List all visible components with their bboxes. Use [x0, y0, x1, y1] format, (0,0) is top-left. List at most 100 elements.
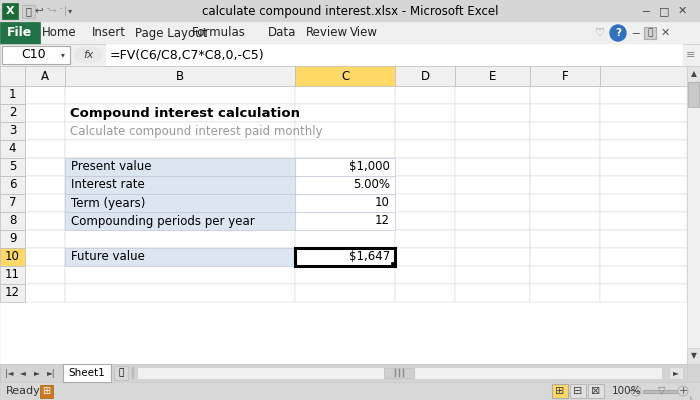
Text: File: File — [8, 26, 33, 40]
Text: ─: ─ — [643, 6, 650, 16]
Bar — [398, 369, 400, 377]
Bar — [530, 66, 600, 86]
Bar — [644, 27, 656, 39]
Bar — [0, 364, 700, 382]
Bar — [530, 194, 600, 212]
Text: |: | — [64, 6, 66, 16]
Text: ?: ? — [615, 28, 621, 38]
Bar — [25, 212, 65, 230]
Bar — [0, 158, 25, 176]
Text: ⧉: ⧉ — [648, 28, 652, 38]
Bar — [0, 194, 25, 212]
Text: 8: 8 — [9, 214, 16, 228]
Bar — [295, 140, 395, 158]
Bar — [295, 176, 395, 194]
Circle shape — [610, 25, 626, 41]
Text: ▽: ▽ — [658, 386, 666, 396]
Bar — [384, 368, 414, 378]
Text: ⊠: ⊠ — [592, 386, 601, 396]
Bar — [530, 212, 600, 230]
Text: 📊: 📊 — [118, 368, 124, 378]
Text: ◺: ◺ — [690, 395, 697, 400]
Bar — [25, 86, 65, 104]
Text: ▾: ▾ — [68, 6, 72, 16]
Bar — [687, 66, 700, 82]
Bar — [600, 158, 687, 176]
Bar — [65, 266, 295, 284]
Text: ✕: ✕ — [660, 28, 670, 38]
Bar — [688, 82, 699, 107]
Bar — [295, 248, 395, 266]
Text: Compounding periods per year: Compounding periods per year — [71, 214, 255, 228]
Bar — [295, 86, 395, 104]
Text: ▲: ▲ — [691, 70, 696, 78]
Bar — [600, 122, 687, 140]
Bar — [295, 194, 395, 212]
Bar — [600, 176, 687, 194]
Text: Formulas: Formulas — [192, 26, 246, 40]
Text: 6: 6 — [8, 178, 16, 192]
Bar — [530, 86, 600, 104]
Bar — [530, 248, 600, 266]
Bar — [395, 212, 455, 230]
Text: ↪: ↪ — [48, 6, 57, 16]
Text: F: F — [561, 70, 568, 82]
Circle shape — [631, 386, 641, 396]
Text: 2: 2 — [8, 106, 16, 120]
Bar — [0, 230, 25, 248]
Text: 5.00%: 5.00% — [353, 178, 390, 192]
Bar — [455, 284, 530, 302]
Bar — [65, 230, 295, 248]
Ellipse shape — [74, 47, 102, 63]
Text: ◄: ◄ — [20, 368, 26, 378]
Text: X: X — [6, 6, 14, 16]
Text: C: C — [341, 70, 349, 82]
Text: ⊞: ⊞ — [555, 386, 565, 396]
Text: ►|: ►| — [47, 368, 55, 378]
Bar — [25, 158, 65, 176]
Bar — [600, 140, 687, 158]
Bar — [600, 230, 687, 248]
Text: 3: 3 — [9, 124, 16, 138]
Bar — [25, 284, 65, 302]
Text: 100%: 100% — [612, 386, 641, 396]
Text: ⊟: ⊟ — [573, 386, 582, 396]
Text: Review: Review — [306, 26, 348, 40]
Bar — [295, 230, 395, 248]
Bar — [687, 364, 700, 382]
Bar — [0, 44, 700, 66]
Bar — [40, 385, 53, 398]
Bar — [395, 122, 455, 140]
Bar — [65, 248, 295, 266]
Bar — [0, 266, 25, 284]
Text: 10: 10 — [5, 250, 20, 264]
Bar — [25, 194, 65, 212]
Bar — [395, 140, 455, 158]
Bar — [65, 284, 295, 302]
Bar — [295, 176, 395, 194]
Bar — [65, 212, 295, 230]
Bar — [65, 158, 295, 176]
Text: A: A — [41, 70, 49, 82]
Bar — [0, 22, 40, 44]
Text: 💾: 💾 — [25, 6, 31, 16]
Bar — [455, 266, 530, 284]
Text: Term (years): Term (years) — [71, 196, 146, 210]
Bar — [552, 384, 568, 398]
Bar — [600, 266, 687, 284]
Bar — [132, 367, 134, 379]
Bar — [0, 212, 25, 230]
Text: Ready: Ready — [6, 386, 41, 396]
Bar — [570, 384, 586, 398]
Text: ►: ► — [34, 368, 40, 378]
Bar — [295, 104, 395, 122]
Text: 5: 5 — [9, 160, 16, 174]
Bar — [530, 230, 600, 248]
Bar — [65, 140, 295, 158]
Bar — [395, 66, 455, 86]
Bar — [295, 66, 395, 86]
Bar — [530, 284, 600, 302]
Bar — [25, 122, 65, 140]
Bar — [295, 158, 395, 176]
Bar — [530, 104, 600, 122]
